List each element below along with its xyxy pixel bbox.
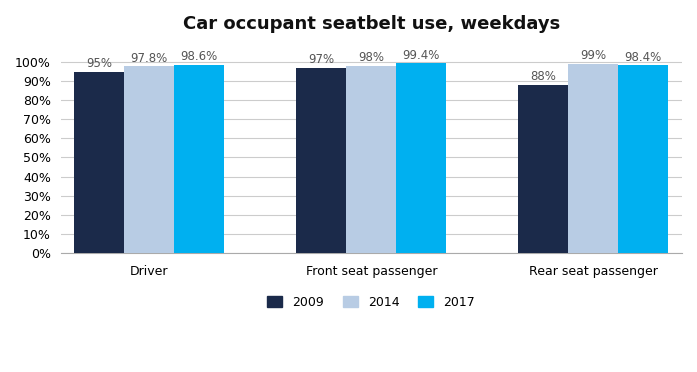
Bar: [397, 63, 446, 253]
Legend: 2009, 2014, 2017: 2009, 2014, 2017: [263, 291, 480, 314]
Bar: [75, 71, 124, 253]
Text: 99%: 99%: [580, 49, 606, 62]
Bar: [519, 85, 568, 253]
Bar: [568, 64, 618, 253]
Text: 98.4%: 98.4%: [625, 51, 661, 64]
Text: 98.6%: 98.6%: [181, 50, 218, 63]
Bar: [296, 68, 346, 253]
Text: 98%: 98%: [358, 51, 384, 64]
Text: 97%: 97%: [308, 53, 335, 66]
Text: 97.8%: 97.8%: [131, 52, 168, 65]
Bar: [174, 65, 224, 253]
Title: Car occupant seatbelt use, weekdays: Car occupant seatbelt use, weekdays: [183, 15, 560, 33]
Bar: [124, 66, 174, 253]
Bar: [618, 65, 668, 253]
Text: 88%: 88%: [530, 70, 556, 83]
Text: 99.4%: 99.4%: [403, 49, 440, 62]
Text: 95%: 95%: [86, 57, 112, 70]
Bar: [346, 66, 397, 253]
